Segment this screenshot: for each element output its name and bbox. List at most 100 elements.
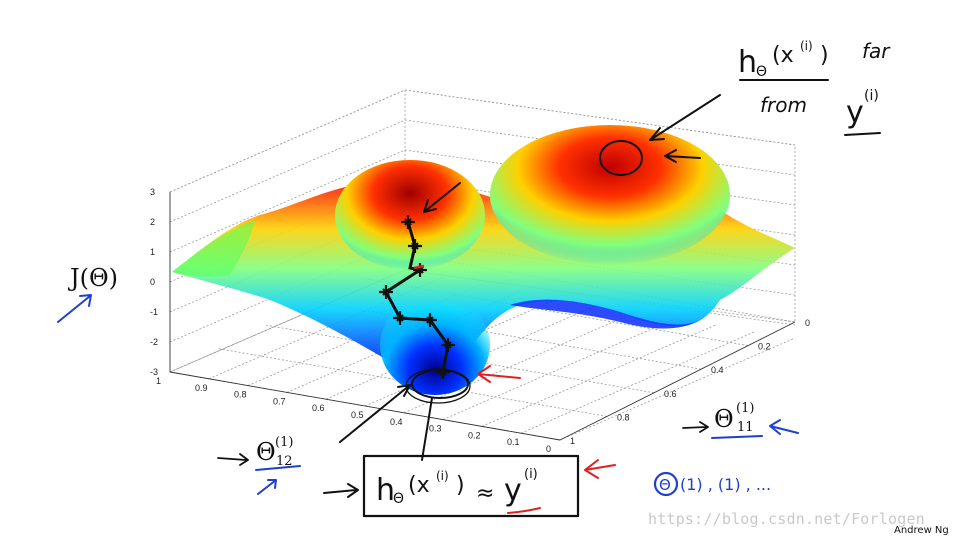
left-peak	[335, 160, 485, 270]
theta11-blue-arrow	[769, 419, 799, 435]
descent-step-marker	[379, 285, 393, 299]
box-pointer	[421, 397, 433, 461]
x-tick-label: 0.9	[195, 383, 208, 393]
theta11-arrow-mark	[682, 421, 709, 433]
x-tick-label: 0.2	[468, 430, 481, 440]
x-tick-label: 0.3	[429, 424, 442, 434]
min-red-arrow	[477, 365, 521, 383]
z-gridline	[169, 89, 406, 193]
box-x: (x	[408, 473, 430, 498]
box-yi: (i)	[524, 467, 538, 482]
box-i: (i)	[436, 469, 449, 483]
z-tick-label: -2	[150, 337, 158, 347]
theta11-sub: 11	[737, 420, 754, 435]
x-tick-label: 0.7	[273, 396, 286, 406]
x-tick-label: 0	[546, 444, 551, 454]
y-red-underline	[507, 507, 541, 514]
descent-path	[379, 215, 455, 379]
cost-label: J(Θ)	[67, 264, 118, 292]
blue-theta-1: Θ	[659, 476, 671, 494]
y-axis-line	[559, 321, 796, 441]
theta11-sup: (1)	[736, 401, 754, 416]
y-tick-label: 0.6	[664, 389, 677, 399]
top-note-from: from	[760, 93, 807, 117]
watermark: https://blog.csdn.net/Forlogen	[648, 510, 925, 528]
blue-theta-circle-1	[653, 471, 679, 497]
descent-step-marker	[436, 365, 450, 379]
cost-surface	[172, 125, 795, 395]
z-tick-label: 1	[150, 247, 155, 257]
theta12-underline	[255, 465, 301, 471]
z-gridline-back	[404, 89, 796, 146]
top-note-i: (i)	[800, 39, 813, 53]
z-axis: 3 2 1 0 -1 -2 -3	[150, 187, 158, 377]
box-h: h	[376, 473, 395, 508]
y-tick-label: 1	[570, 436, 575, 446]
top-note-far: far	[862, 39, 891, 63]
y-tick-label: 0.2	[758, 342, 771, 352]
top-note-yi: (i)	[864, 88, 879, 104]
start-arrow	[423, 182, 461, 213]
top-note-y: y	[846, 95, 864, 130]
z-gridline	[169, 119, 406, 223]
handwritten-annotations	[57, 79, 881, 518]
x-axis-line	[169, 371, 561, 441]
z-gridline	[169, 149, 406, 253]
top-note-close: )	[820, 43, 829, 68]
theta12-sub: 12	[276, 454, 293, 469]
z-tick-label: -3	[150, 367, 158, 377]
prediction-box	[362, 454, 580, 518]
box-close: )	[456, 473, 465, 498]
box-y: y	[504, 473, 522, 508]
z-tick-label: 3	[150, 187, 155, 197]
x-gridline	[559, 337, 796, 441]
box-approx: ≈	[476, 481, 494, 506]
cost-blue-arrow	[57, 294, 92, 323]
theta12-sup: (1)	[275, 435, 293, 450]
theta11-underline	[711, 435, 763, 439]
peak-arrow-short	[664, 149, 701, 163]
peak-circle	[599, 140, 643, 176]
axis-lines	[169, 192, 796, 441]
annotation-text: J(Θ) Θ (1) 12 Θ (1) 11 h Θ (x (i) ) far …	[67, 39, 891, 508]
box-red-arrow	[584, 459, 616, 479]
top-note-y-underline	[844, 132, 881, 136]
z-tick-label: -1	[150, 307, 158, 317]
theta11-base: Θ	[714, 405, 734, 433]
theta12-base: Θ	[256, 438, 276, 466]
y-tick-label: 0.8	[617, 412, 630, 422]
blue-series-text: (1) , (1) , ...	[680, 475, 771, 494]
box-theta: Θ	[393, 491, 404, 507]
descent-steps	[379, 215, 455, 379]
x-gridline	[442, 317, 679, 420]
x-tick-label: 1	[156, 376, 161, 386]
x-tick-label: 0.8	[234, 390, 247, 400]
z-tick-label: 2	[150, 217, 155, 227]
x-gridline	[403, 310, 640, 414]
x-tick-label: 0.4	[390, 417, 403, 427]
top-note-theta: Θ	[756, 64, 767, 80]
top-note-x: (x	[772, 43, 794, 68]
left-edge-green	[172, 220, 255, 277]
top-note-h: h	[738, 45, 757, 80]
theta12-pointer	[339, 384, 411, 443]
right-peak	[490, 125, 730, 265]
minimum-circle	[411, 369, 469, 399]
descent-step-marker	[408, 239, 422, 253]
box-black-arrow	[323, 483, 359, 498]
descent-step-marker	[413, 263, 427, 277]
descent-step-marker	[401, 215, 415, 229]
descent-step-marker	[423, 313, 437, 327]
y-tick-label: 0.4	[711, 365, 724, 375]
credit: Andrew Ng	[894, 525, 949, 536]
peak-arrow	[649, 94, 721, 141]
descent-step-marker	[393, 311, 407, 325]
right-trough	[510, 299, 700, 329]
y-axis: 0 0.2 0.4 0.6 0.8 1	[570, 318, 810, 446]
descent-step-marker	[441, 338, 455, 352]
x-axis: 1 0.9 0.8 0.7 0.6 0.5 0.4 0.3 0.2 0.1 0	[156, 376, 551, 454]
red-tick-mark	[413, 264, 425, 270]
x-tick-label: 0.1	[507, 437, 520, 447]
theta12-blue-arrow	[257, 479, 277, 495]
